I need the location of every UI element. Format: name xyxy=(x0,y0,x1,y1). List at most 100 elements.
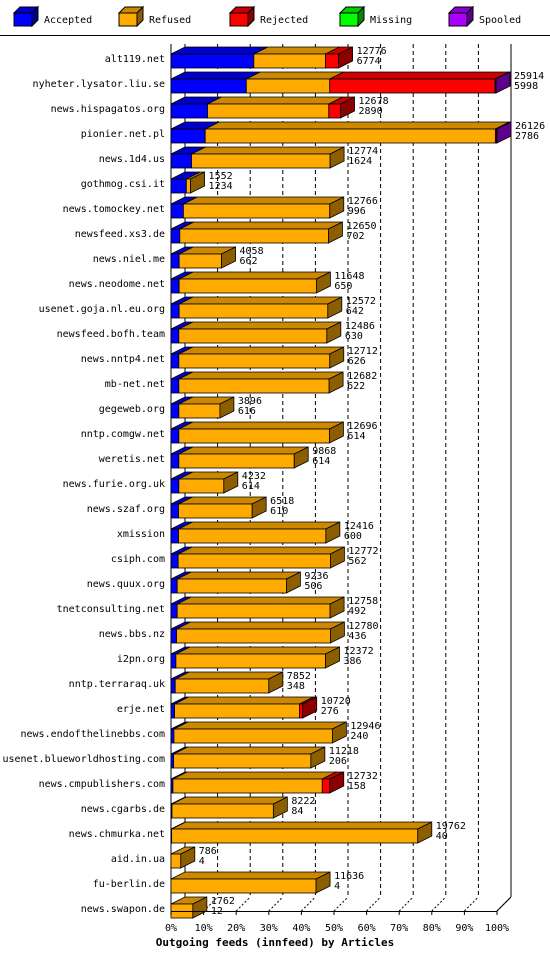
value-accepted: 5998 xyxy=(514,81,538,92)
bar-segment-side xyxy=(325,521,341,544)
bar-segment-accepted xyxy=(170,728,175,744)
bar-segment-refused xyxy=(170,853,182,869)
bar-segment-refused xyxy=(178,278,317,294)
value-offered: 4058 xyxy=(240,246,264,257)
bar-row xyxy=(170,821,433,844)
bar-segment-side xyxy=(293,446,309,469)
bar-row xyxy=(170,896,208,919)
value-offered: 12486 xyxy=(345,321,375,332)
bar-segment-accepted xyxy=(170,703,175,719)
bar-segment-refused xyxy=(178,428,330,444)
bar-segment-top xyxy=(175,671,283,680)
row-label: weretis.net xyxy=(99,454,165,465)
bar-segment-side xyxy=(219,396,235,419)
bar-segment-top xyxy=(171,796,288,805)
bar-segment-side xyxy=(272,796,288,819)
bar-segment-accepted xyxy=(170,678,176,694)
bar-segment-refused xyxy=(178,403,221,419)
bar-row xyxy=(170,796,288,819)
bars xyxy=(170,46,512,919)
bar-segment-side xyxy=(329,421,344,444)
bar-segment-accepted xyxy=(170,428,180,444)
bar-row xyxy=(170,771,345,794)
bar-segment-top xyxy=(207,96,343,105)
value-accepted: 158 xyxy=(348,781,366,792)
bar-row xyxy=(170,546,345,569)
value-offered: 12780 xyxy=(348,621,378,632)
bar-segment-top xyxy=(178,496,267,505)
bar-segment-accepted xyxy=(170,53,255,69)
bar-segment-accepted xyxy=(170,453,180,469)
legend-label: Accepted xyxy=(44,15,92,26)
value-offered: 6518 xyxy=(270,496,294,507)
bar-row xyxy=(170,721,347,744)
bar-segment-top xyxy=(178,521,341,530)
bar-segment-top xyxy=(178,446,309,455)
value-accepted: 622 xyxy=(347,381,365,392)
bar-segment-side xyxy=(302,696,318,719)
bar-row xyxy=(170,496,267,519)
value-accepted: 650 xyxy=(334,281,352,292)
bar-segment-refused xyxy=(245,78,331,94)
value-offered: 8222 xyxy=(291,796,315,807)
bar-segment-refused xyxy=(176,603,331,619)
value-accepted: 562 xyxy=(348,556,366,567)
value-accepted: 614 xyxy=(312,456,330,467)
bar-segment-refused xyxy=(174,703,300,719)
bar-segment-side xyxy=(327,296,343,319)
bar-segment-side xyxy=(329,771,345,794)
legend-swatch xyxy=(448,12,468,27)
row-label: news.1d4.us xyxy=(99,154,165,165)
bar-segment-accepted xyxy=(170,628,177,644)
bar-segment-refused xyxy=(179,228,329,244)
x-tick-label: 30% xyxy=(260,923,278,934)
grid-floor-line xyxy=(203,896,218,912)
row-label: i2pn.org xyxy=(117,654,165,665)
bar-segment-refused xyxy=(191,153,331,169)
row-label: news.niel.me xyxy=(93,254,165,265)
bar-row xyxy=(170,421,344,444)
value-offered: 12772 xyxy=(348,546,378,557)
bar-segment-refused xyxy=(172,778,323,794)
bar-segment-accepted xyxy=(170,103,208,119)
value-accepted: 276 xyxy=(321,706,339,717)
bar-row xyxy=(170,46,353,69)
bar-segment-top xyxy=(246,71,344,80)
value-offered: 19762 xyxy=(436,821,466,832)
bar-segment-rejected xyxy=(321,778,331,794)
value-accepted: 4 xyxy=(199,856,205,867)
value-offered: 12678 xyxy=(359,96,389,107)
bar-segment-top xyxy=(178,371,344,380)
value-accepted: 630 xyxy=(345,331,363,342)
bar-row xyxy=(170,396,235,419)
row-label: news.hispagatos.org xyxy=(51,104,165,115)
legend-label: Rejected xyxy=(260,15,308,26)
bar-segment-top xyxy=(177,596,345,605)
bar-segment-accepted xyxy=(170,603,178,619)
bar-segment-refused xyxy=(176,628,331,644)
bar-segment-top xyxy=(174,696,314,705)
bar-segment-side xyxy=(315,271,331,294)
bar-segment-accepted xyxy=(170,328,180,344)
value-offered: 11648 xyxy=(334,271,364,282)
bar-segment-refused xyxy=(174,678,270,694)
bar-row xyxy=(170,146,345,169)
grid-floor-line xyxy=(333,896,349,912)
x-tick-label: 70% xyxy=(390,923,408,934)
bar-segment-refused xyxy=(178,253,222,269)
bar-segment-accepted xyxy=(170,403,180,419)
row-label: tnetconsulting.net xyxy=(57,604,165,615)
row-labels: alt119.net nyheter.lysator.liu.se news.his… xyxy=(2,54,165,915)
value-offered: 26126 xyxy=(515,121,545,132)
value-offered: 3896 xyxy=(238,396,262,407)
legend: Accepted Refused Rejected Missing Spooled xyxy=(12,5,521,28)
bar-segment-top xyxy=(176,621,345,630)
row-label: nntp.terraraq.uk xyxy=(69,679,165,690)
bar-segment-top xyxy=(178,321,342,330)
bar-segment-top xyxy=(177,571,301,580)
row-label: news.chmurka.net xyxy=(69,829,165,840)
grid-floor-line xyxy=(431,896,447,912)
value-accepted: 702 xyxy=(346,231,364,242)
x-tick-label: 10% xyxy=(195,923,213,934)
